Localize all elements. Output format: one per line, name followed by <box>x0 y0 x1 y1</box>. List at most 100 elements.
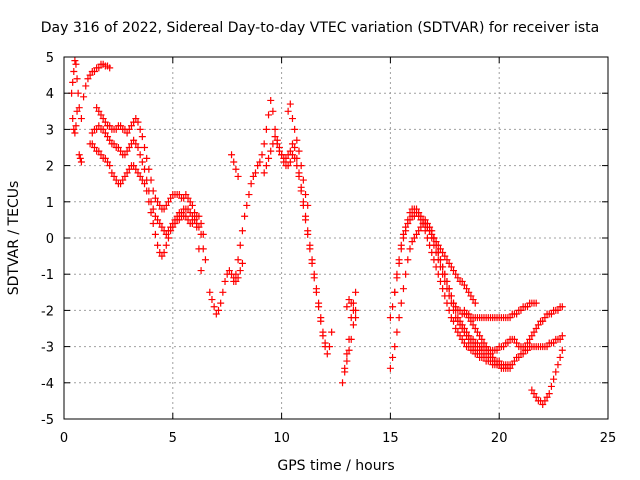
data-point <box>182 212 190 220</box>
data-point <box>178 209 186 217</box>
data-point <box>117 180 125 188</box>
data-point <box>430 234 438 242</box>
data-point <box>228 270 236 278</box>
data-point <box>343 350 351 358</box>
data-point <box>445 285 453 293</box>
data-point <box>489 353 497 361</box>
data-point <box>286 158 294 166</box>
data-point <box>132 140 140 148</box>
data-point <box>241 212 249 220</box>
data-point <box>141 180 149 188</box>
x-tick-label: 5 <box>169 431 177 446</box>
data-point <box>151 212 159 220</box>
data-point <box>97 111 105 119</box>
point-track <box>206 259 246 318</box>
data-point <box>132 115 140 123</box>
point-track <box>284 100 312 209</box>
data-point <box>162 201 170 209</box>
data-point <box>110 172 118 180</box>
data-point <box>506 314 514 322</box>
data-point <box>262 125 270 133</box>
data-point <box>439 263 447 271</box>
data-point <box>95 147 103 155</box>
data-point <box>345 346 353 354</box>
data-point <box>206 288 214 296</box>
data-point <box>230 158 238 166</box>
data-point <box>119 176 127 184</box>
data-point <box>151 194 159 202</box>
x-tick-label: 10 <box>273 431 290 446</box>
data-point <box>260 169 268 177</box>
data-point <box>441 270 449 278</box>
data-point <box>158 223 166 231</box>
data-point <box>112 176 120 184</box>
data-point <box>325 343 333 351</box>
data-point <box>308 259 316 267</box>
data-point <box>299 176 307 184</box>
data-point <box>288 115 296 123</box>
data-point <box>280 158 288 166</box>
data-point <box>186 198 194 206</box>
data-point <box>558 346 566 354</box>
y-axis-label: SDTVAR / TECUs <box>6 181 22 296</box>
data-point <box>136 151 144 159</box>
data-point <box>295 147 303 155</box>
data-point <box>147 209 155 217</box>
data-point <box>90 144 98 151</box>
data-point <box>523 346 531 354</box>
data-point <box>90 67 98 75</box>
data-point <box>504 364 512 372</box>
data-point <box>188 212 196 220</box>
data-point <box>432 238 440 246</box>
data-point <box>302 216 310 224</box>
data-point <box>184 194 192 202</box>
data-point <box>114 144 122 151</box>
data-point <box>123 129 131 137</box>
data-point <box>341 364 349 372</box>
data-point <box>556 335 564 343</box>
data-point <box>473 339 481 347</box>
data-point <box>156 220 164 228</box>
data-point <box>254 162 262 170</box>
data-point <box>193 223 201 231</box>
data-point <box>513 310 521 318</box>
data-point <box>352 288 360 296</box>
data-point <box>149 220 157 228</box>
data-point <box>267 96 275 104</box>
data-point <box>95 107 103 115</box>
data-point <box>147 198 155 206</box>
data-point <box>302 191 310 199</box>
data-point <box>225 267 233 275</box>
data-point <box>191 216 199 224</box>
data-point <box>410 234 418 242</box>
data-point <box>417 212 425 220</box>
data-point <box>436 245 444 253</box>
data-point <box>441 292 449 300</box>
point-track <box>260 133 329 347</box>
data-point <box>317 317 325 325</box>
data-point <box>271 125 279 133</box>
data-point <box>465 343 473 351</box>
data-point <box>169 220 177 228</box>
data-point <box>436 256 444 264</box>
data-point <box>256 158 264 166</box>
data-point <box>93 104 101 112</box>
data-point <box>138 158 146 166</box>
data-point <box>269 140 277 148</box>
data-point <box>454 274 462 282</box>
data-point <box>445 306 453 314</box>
data-point <box>445 259 453 267</box>
data-point <box>197 230 205 238</box>
data-point <box>121 172 129 180</box>
data-point <box>197 267 205 275</box>
data-point <box>480 353 488 361</box>
data-point <box>426 241 434 249</box>
data-point <box>273 136 281 144</box>
data-point <box>71 129 79 137</box>
data-point <box>271 133 279 141</box>
data-point <box>469 321 477 329</box>
data-point <box>402 223 410 231</box>
data-point <box>345 296 353 304</box>
data-point <box>471 299 479 307</box>
data-point <box>95 122 103 130</box>
